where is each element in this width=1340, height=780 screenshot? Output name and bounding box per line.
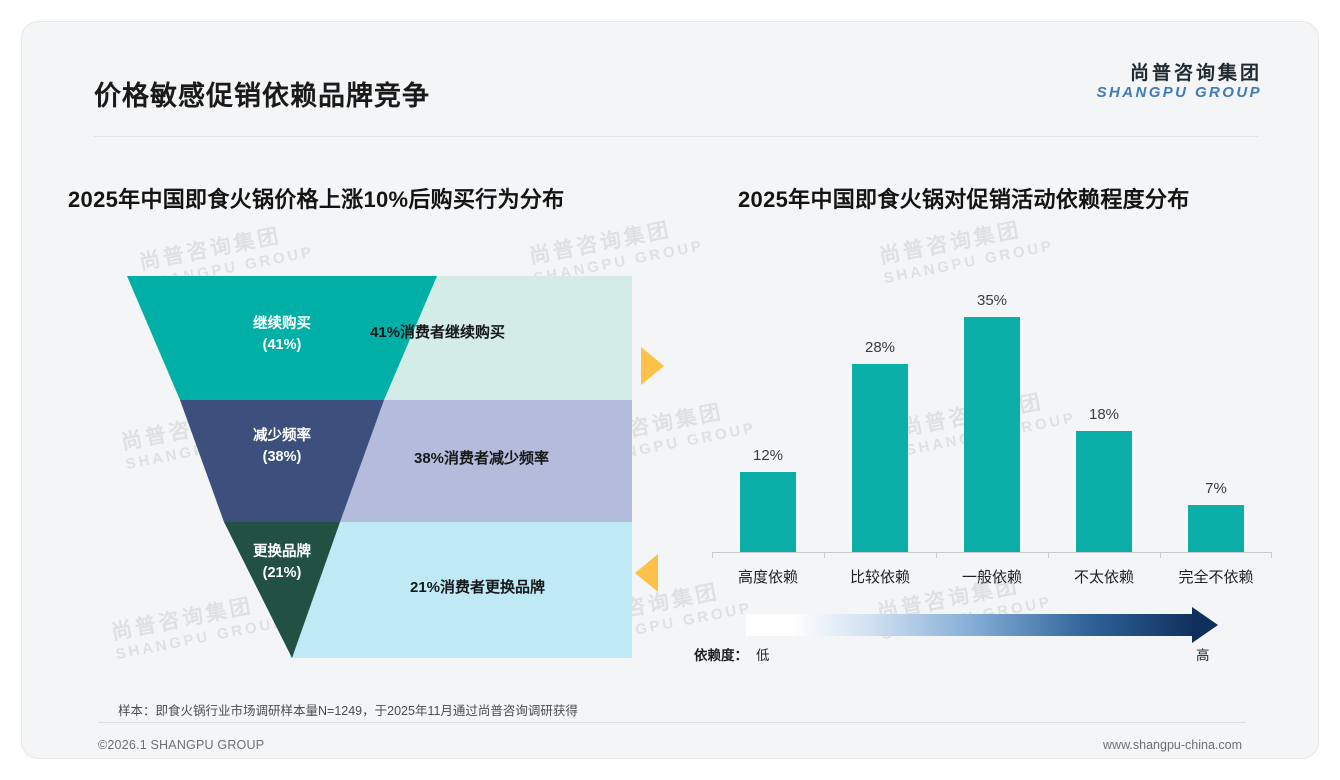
funnel-segment-2-value: (38%) xyxy=(262,449,302,466)
bar-value-label: 28% xyxy=(864,339,896,356)
slide-canvas: 尚普咨询集团 SHANGPU GROUP 尚普咨询集团 SHANGPU GROU… xyxy=(22,22,1318,758)
funnel-svg xyxy=(127,276,632,658)
bar-value-label: 35% xyxy=(976,292,1008,309)
bar-rect xyxy=(740,472,796,552)
bar-column: 12% xyxy=(712,284,824,552)
x-axis-label: 比较依赖 xyxy=(849,569,910,586)
watermark-cn: 尚普咨询集团 xyxy=(877,218,1024,269)
watermark-cn: 尚普咨询集团 xyxy=(527,218,674,269)
x-axis-label: 一般依赖 xyxy=(961,569,1022,586)
funnel-segment-3-name: 更换品牌 xyxy=(253,544,311,560)
funnel-segment-1-name: 继续购买 xyxy=(253,316,311,332)
bar-rect xyxy=(964,317,1020,552)
x-axis-tick xyxy=(712,552,713,558)
x-axis-tick xyxy=(936,552,937,558)
watermark: 尚普咨询集团 SHANGPU GROUP xyxy=(877,212,1056,289)
copyright-text: ©2026.1 SHANGPU GROUP xyxy=(98,738,265,752)
footer-divider xyxy=(98,722,1246,723)
funnel-segment-1-label: 继续购买 (41%) xyxy=(222,314,342,356)
funnel-band-3 xyxy=(290,522,632,658)
funnel-segment-2-label: 减少频率 (38%) xyxy=(222,426,342,468)
left-chart-title: 2025年中国即食火锅价格上涨10%后购买行为分布 xyxy=(68,187,565,212)
x-axis-label: 不太依赖 xyxy=(1073,569,1134,586)
watermark-cn: 尚普咨询集团 xyxy=(137,224,284,275)
sample-footnote: 样本：即食火锅行业市场调研样本量N=1249，于2025年11月通过尚普咨询调研… xyxy=(118,704,578,718)
funnel-segment-2 xyxy=(180,400,384,522)
funnel-segment-2-name: 减少频率 xyxy=(253,428,311,444)
triangle-left-icon xyxy=(635,554,658,592)
funnel-band-1-text: 41%消费者继续购买 xyxy=(370,324,506,341)
slide-header: 价格敏感促销依赖品牌竞争 尚普咨询集团 SHANGPU GROUP xyxy=(22,22,1318,120)
bar-rect xyxy=(1188,505,1244,552)
gradient-bar xyxy=(746,614,1196,636)
bar-rect xyxy=(852,364,908,552)
bar-column: 7% xyxy=(1160,284,1272,552)
arrow-right-icon xyxy=(1192,607,1218,643)
funnel-segment-3 xyxy=(224,522,340,658)
funnel-band-3-text: 21%消费者更换品牌 xyxy=(410,579,546,596)
page-title: 价格敏感促销依赖品牌竞争 xyxy=(94,81,430,111)
x-axis-label: 高度依赖 xyxy=(737,569,798,586)
dependency-gradient-legend: 依赖度： 低 高 xyxy=(694,607,1274,672)
bar-rect xyxy=(1076,431,1132,552)
brand-logo: 尚普咨询集团 SHANGPU GROUP xyxy=(1096,63,1262,101)
bar-plot-area: 12% 28% 35% 18% 7% xyxy=(712,284,1272,552)
bar-column: 28% xyxy=(824,284,936,552)
brand-logo-cn: 尚普咨询集团 xyxy=(1129,63,1262,84)
bar-chart: 12% 28% 35% 18% 7% xyxy=(712,284,1272,586)
brand-logo-en: SHANGPU GROUP xyxy=(1096,83,1262,101)
bar-column: 35% xyxy=(936,284,1048,552)
bar-column: 18% xyxy=(1048,284,1160,552)
x-axis-tick xyxy=(1160,552,1161,558)
website-link[interactable]: www.shangpu-china.com xyxy=(1103,738,1242,752)
funnel-segment-1 xyxy=(127,276,437,400)
x-axis-tick xyxy=(1271,552,1272,558)
bar-value-label: 18% xyxy=(1088,406,1120,423)
funnel-chart: 继续购买 (41%) 减少频率 (38%) 更换品牌 (21%) 41%消费者继… xyxy=(112,274,632,662)
bar-value-label: 12% xyxy=(752,447,784,464)
triangle-right-icon xyxy=(641,347,664,385)
funnel-band-2-text: 38%消费者减少频率 xyxy=(414,450,550,467)
funnel-segment-3-label: 更换品牌 (21%) xyxy=(222,542,342,584)
header-divider xyxy=(94,136,1258,137)
legend-high-label: 高 xyxy=(1196,648,1210,663)
legend-caption: 依赖度： xyxy=(694,648,748,663)
watermark-en: SHANGPU GROUP xyxy=(882,237,1056,288)
x-axis-tick xyxy=(824,552,825,558)
legend-low-label: 低 xyxy=(756,648,770,663)
x-axis-tick xyxy=(1048,552,1049,558)
right-chart-title: 2025年中国即食火锅对促销活动依赖程度分布 xyxy=(738,187,1190,212)
x-axis-line xyxy=(712,552,1272,553)
funnel-segment-1-value: (41%) xyxy=(262,337,302,354)
slide-footer: ©2026.1 SHANGPU GROUP www.shangpu-china.… xyxy=(22,724,1318,758)
funnel-segment-3-value: (21%) xyxy=(262,565,302,582)
bar-value-label: 7% xyxy=(1205,480,1227,497)
x-axis-label: 完全不依赖 xyxy=(1178,569,1254,586)
